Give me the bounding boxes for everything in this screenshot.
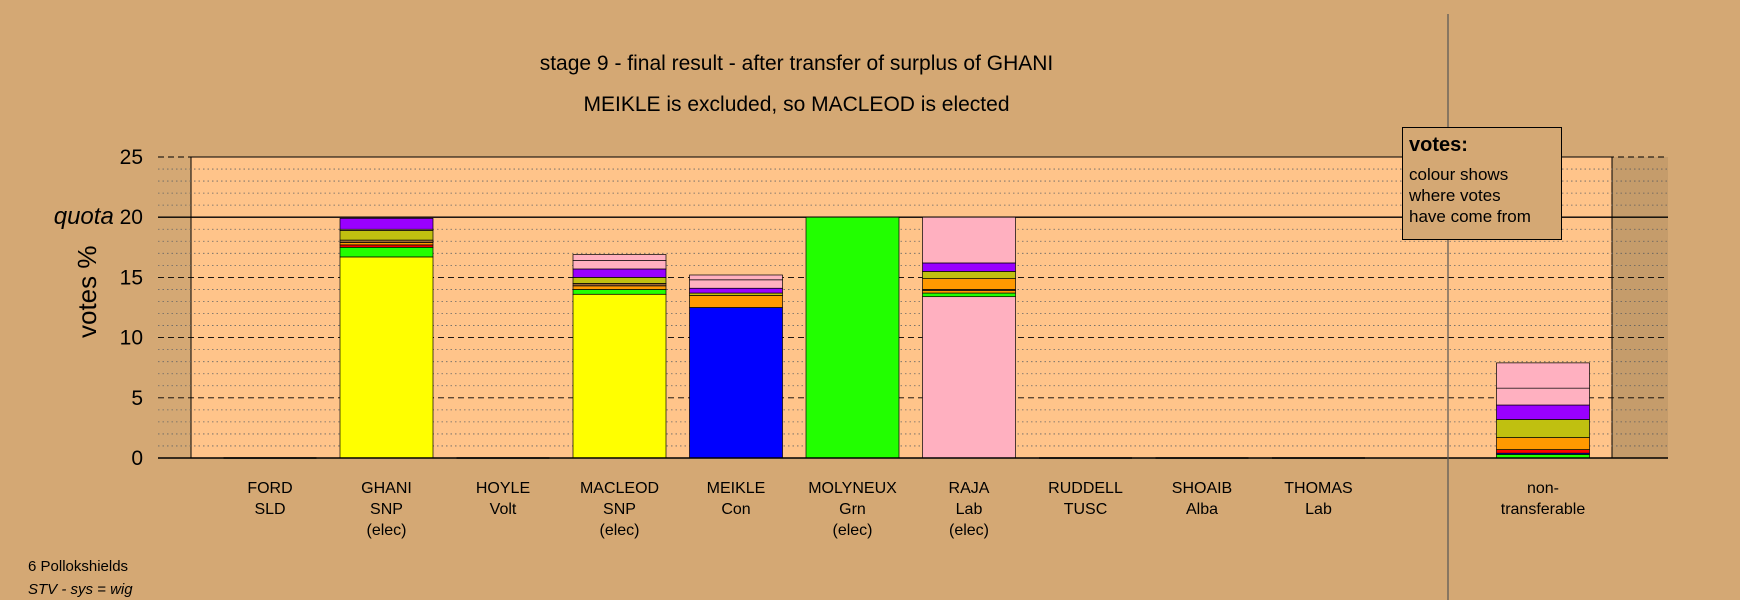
candidate-label-line: Alba	[1185, 501, 1219, 518]
candidate-label-line: HOYLE	[475, 480, 531, 497]
candidate-label-line: (elec)	[832, 522, 873, 539]
candidate-label-molyneux: MOLYNEUX Grn (elec)	[783, 478, 923, 541]
candidate-label-thomas: THOMAS Lab	[1249, 478, 1389, 520]
bar-segment	[922, 290, 1016, 294]
candidate-label-line: SLD	[254, 501, 286, 518]
legend-box: votes: colour shows where votes have com…	[1402, 127, 1562, 240]
y-tick-label: 15	[120, 266, 143, 289]
bar-segment	[689, 287, 783, 294]
bar-segment	[922, 278, 1016, 290]
candidate-label-line: SNP	[370, 501, 403, 518]
bar-segment	[572, 293, 667, 459]
candidate-label-line: THOMAS	[1284, 480, 1353, 497]
bar-non-transferable	[1496, 362, 1590, 459]
bar-segment	[572, 289, 667, 295]
bar-molyneux	[805, 216, 900, 459]
y-axis-label: votes %	[72, 245, 102, 339]
candidate-label-line: MOLYNEUX	[808, 480, 897, 497]
candidate-label-macleod: MACLEOD SNP (elec)	[550, 478, 690, 541]
candidate-label-line: FORD	[247, 480, 293, 497]
bar-segment	[689, 307, 783, 459]
candidate-label-line: TUSC	[1063, 501, 1108, 518]
bar-segment	[922, 296, 1016, 459]
candidate-label-line: (elec)	[366, 522, 407, 539]
y-tick-label: 0	[131, 447, 143, 470]
candidate-label-line: MEIKLE	[706, 480, 766, 497]
candidate-label-line: MACLEOD	[579, 480, 660, 497]
bar-segment	[689, 279, 783, 289]
bar-segment	[572, 277, 667, 284]
candidate-label-line: SNP	[603, 501, 636, 518]
candidate-label-line: transferable	[1500, 501, 1586, 518]
bar-segment	[689, 274, 783, 281]
bar-segment	[572, 285, 667, 290]
chart-subtitle: MEIKLE is excluded, so MACLEOD is electe…	[583, 93, 1010, 116]
candidate-label-line: Con	[721, 501, 751, 518]
legend-line: colour shows	[1409, 165, 1509, 184]
candidate-label-line: GHANI	[361, 480, 412, 497]
bar-segment	[689, 295, 783, 308]
bar-segment	[1496, 387, 1590, 406]
bar-segment	[339, 256, 434, 459]
bar-segment	[922, 216, 1016, 264]
candidate-label-ford: FORD SLD	[200, 478, 340, 520]
legend-line: where votes	[1409, 186, 1501, 205]
y-tick-label: quota 20	[54, 203, 143, 230]
non-transferable-label: non-transferable	[1473, 478, 1613, 520]
candidate-label-line: Grn	[839, 501, 866, 518]
bar-segment	[922, 262, 1016, 272]
candidate-label-line: SHOAIB	[1171, 480, 1233, 497]
y-tick-label: 5	[131, 387, 143, 410]
candidate-label-hoyle: HOYLE Volt	[433, 478, 573, 520]
bar-segment	[339, 244, 434, 248]
quota-value: 20	[114, 206, 143, 229]
bar-segment	[339, 218, 434, 230]
candidate-label-line: Lab	[955, 501, 983, 518]
chart-title: stage 9 - final result - after transfer …	[539, 52, 1054, 75]
voting-system: STV - sys = wig	[28, 581, 133, 598]
bar-segment	[572, 268, 667, 278]
quota-word: quota	[54, 203, 114, 230]
candidate-label-line: (elec)	[599, 522, 640, 539]
bar-segment	[572, 254, 667, 261]
candidate-label-ruddell: RUDDELL TUSC	[1016, 478, 1156, 520]
bar-segment	[922, 292, 1016, 298]
bar-segment	[805, 216, 900, 459]
bar-segment	[339, 239, 434, 243]
ward-name: 6 Pollokshields	[28, 558, 129, 575]
y-tick-label: 25	[120, 146, 143, 169]
bar-segment	[1496, 437, 1590, 450]
legend-title: votes:	[1409, 134, 1468, 156]
bar-segment	[572, 260, 667, 270]
bar-segment	[1496, 362, 1590, 389]
bar-segment	[339, 246, 434, 258]
bar-segment	[1496, 419, 1590, 438]
bar-segment	[922, 271, 1016, 279]
bar-macleod	[572, 254, 667, 459]
bar-segment	[1496, 449, 1590, 454]
candidate-label-line: RUDDELL	[1048, 480, 1123, 497]
bar-ghani	[339, 218, 434, 459]
bar-segment	[572, 283, 667, 287]
bar-segment	[339, 242, 434, 246]
candidate-label-line: Volt	[489, 501, 517, 518]
candidate-label-line: RAJA	[948, 480, 990, 497]
candidate-label-raja: RAJA Lab (elec)	[899, 478, 1039, 541]
bar-segment	[689, 292, 783, 296]
candidate-label-line: Lab	[1305, 501, 1332, 518]
right-shade	[1612, 157, 1668, 458]
candidate-label-shoaib: SHOAIB Alba	[1132, 478, 1272, 520]
candidate-label-line: (elec)	[948, 522, 989, 539]
bar-segment	[339, 230, 434, 241]
bar-raja	[922, 216, 1016, 459]
bar-meikle	[689, 274, 783, 459]
candidate-label-meikle: MEIKLE Con	[666, 478, 806, 520]
candidate-label-line: non-	[1526, 480, 1560, 497]
candidate-label-ghani: GHANI SNP (elec)	[317, 478, 457, 541]
bar-segment	[1496, 404, 1590, 420]
legend-line: have come from	[1409, 207, 1531, 226]
y-tick-label: 10	[120, 327, 143, 350]
